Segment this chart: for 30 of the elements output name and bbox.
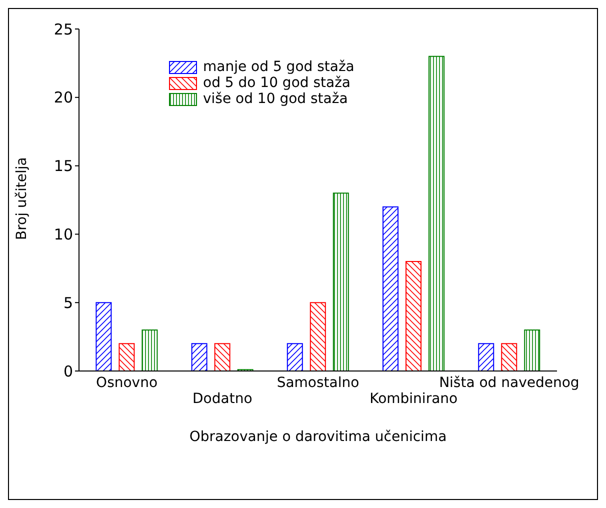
bar [524, 329, 540, 371]
x-tick-label: Osnovno [96, 375, 158, 391]
x-tick-label: Dodatno [192, 391, 252, 407]
bar [382, 206, 399, 371]
bar [118, 343, 135, 371]
x-axis-title: Obrazovanje o darovitima učenicima [189, 429, 447, 445]
bar [428, 56, 445, 371]
x-tick-label: Samostalno [276, 375, 360, 391]
y-tick-label: 5 [63, 294, 73, 312]
bar [142, 329, 158, 371]
bar [310, 302, 326, 371]
y-tick-label: 10 [54, 226, 73, 244]
bar [406, 261, 422, 371]
legend-label: manje od 5 god staža [203, 59, 354, 75]
bar [478, 343, 494, 371]
y-tick-label: 0 [63, 362, 73, 380]
y-tick-label: 15 [54, 157, 73, 176]
bar [191, 343, 208, 371]
bar [286, 343, 303, 371]
bar [96, 302, 112, 371]
bar [501, 343, 518, 371]
bar [332, 192, 349, 371]
legend-label: od 5 do 10 god staža [203, 75, 351, 91]
x-tick-label: Ništa od navedenog [439, 375, 580, 391]
y-tick-label: 20 [54, 88, 73, 107]
x-tick-label: Kombinirano [370, 391, 458, 407]
legend-label: više od 10 god staža [203, 91, 348, 107]
bar [214, 343, 230, 371]
y-axis-title: Broj učitelja [14, 157, 30, 240]
y-tick-label: 25 [54, 20, 73, 38]
